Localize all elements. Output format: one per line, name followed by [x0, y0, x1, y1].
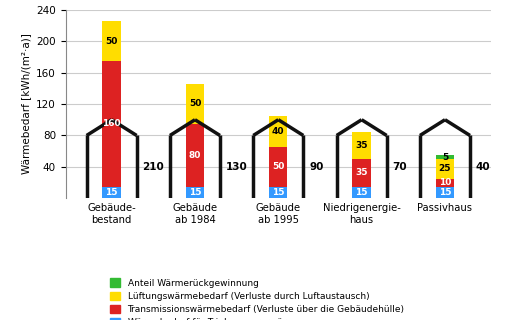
Text: 15: 15: [355, 188, 367, 197]
Text: 5: 5: [441, 153, 447, 162]
Bar: [102, 61, 121, 187]
Bar: [352, 187, 370, 198]
Text: 25: 25: [438, 164, 450, 173]
Text: 70: 70: [392, 162, 407, 172]
Text: 90: 90: [309, 162, 323, 172]
Text: 50: 50: [272, 163, 284, 172]
Bar: [352, 159, 370, 187]
Text: 15: 15: [105, 188, 118, 197]
Bar: [269, 187, 287, 198]
Text: 15: 15: [438, 188, 450, 197]
Text: 40: 40: [475, 162, 489, 172]
Bar: [352, 132, 370, 159]
Text: 80: 80: [188, 151, 201, 160]
Text: 160: 160: [102, 119, 121, 128]
Text: 50: 50: [105, 36, 118, 45]
Text: 15: 15: [272, 188, 284, 197]
Bar: [435, 159, 453, 179]
Bar: [435, 187, 453, 198]
Bar: [185, 124, 204, 187]
Bar: [185, 84, 204, 124]
Text: 50: 50: [188, 100, 201, 108]
Bar: [102, 187, 121, 198]
Text: 35: 35: [355, 168, 367, 177]
Legend: Anteil Wärmerückgewinnung, Lüftungswärmebedarf (Verluste durch Luftaustausch), T: Anteil Wärmerückgewinnung, Lüftungswärme…: [109, 278, 404, 320]
Bar: [269, 116, 287, 147]
Text: 40: 40: [272, 127, 284, 136]
Text: 35: 35: [355, 141, 367, 150]
Text: 15: 15: [188, 188, 201, 197]
Bar: [102, 21, 121, 61]
Y-axis label: Wärmebedarf [kWh/(m²·a)]: Wärmebedarf [kWh/(m²·a)]: [21, 34, 31, 174]
Text: 10: 10: [438, 178, 450, 187]
Bar: [435, 155, 453, 159]
Bar: [435, 179, 453, 187]
Bar: [269, 147, 287, 187]
Text: 130: 130: [225, 162, 247, 172]
Text: 210: 210: [142, 162, 164, 172]
Bar: [185, 187, 204, 198]
